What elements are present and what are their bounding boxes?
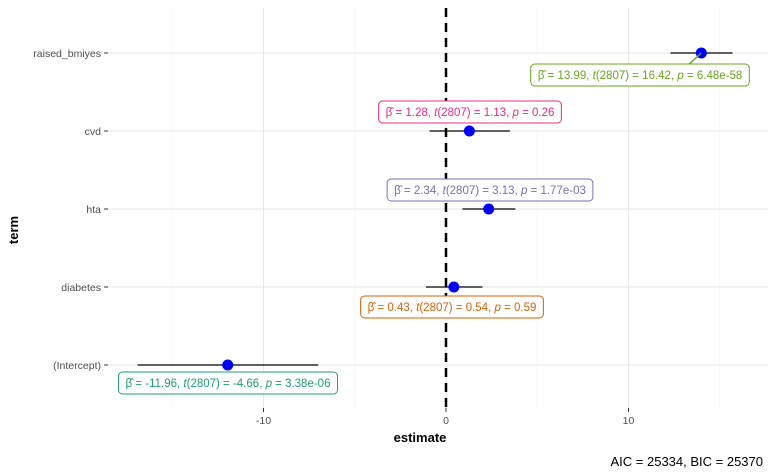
model-fit-caption: AIC = 25334, BIC = 25370 (611, 454, 764, 469)
estimate-label-text: β̂ = 1.28, t(2807) = 1.13, p = 0.26 (386, 107, 555, 119)
estimate-point (483, 203, 495, 215)
estimate-label-text: β̂ = 0.43, t(2807) = 0.54, p = 0.59 (368, 302, 537, 314)
y-tick-label: raised_bmiyes (33, 48, 101, 60)
estimate-label: β̂ = 0.43, t(2807) = 0.54, p = 0.59 (360, 295, 544, 319)
estimate-point (463, 125, 475, 137)
data-marks (137, 47, 733, 371)
x-tick-label: 0 (443, 415, 449, 427)
estimate-label: β̂ = -11.96, t(2807) = -4.66, p = 3.38e-… (118, 371, 338, 395)
estimate-label-box (378, 100, 562, 124)
estimate-point (448, 281, 460, 293)
label-connector (688, 52, 702, 65)
estimate-label: β̂ = 13.99, t(2807) = 16.42, p = 6.48e-5… (530, 63, 750, 87)
x-tick-label: 10 (623, 415, 635, 427)
estimate-label-box (360, 295, 544, 319)
estimate-label: β̂ = 2.34, t(2807) = 3.13, p = 1.77e-03 (386, 178, 594, 202)
estimate-label-box (530, 63, 750, 87)
x-axis-ticks: -10 0 10 (256, 408, 635, 427)
estimate-point (222, 359, 234, 371)
estimate-label-box (118, 371, 338, 395)
x-tick-label: -10 (256, 415, 271, 427)
y-axis-title: term (6, 216, 21, 244)
y-tick-label: (Intercept) (53, 360, 101, 372)
estimate-label: β̂ = 1.28, t(2807) = 1.13, p = 0.26 (378, 100, 562, 124)
x-axis-title: estimate (394, 430, 447, 445)
estimate-labels: β̂ = 13.99, t(2807) = 16.42, p = 6.48e-5… (118, 52, 750, 395)
y-tick-label: cvd (85, 126, 102, 138)
estimate-label-box (386, 178, 594, 202)
estimate-label-text: β̂ = -11.96, t(2807) = -4.66, p = 3.38e-… (126, 378, 331, 390)
y-tick-label: hta (86, 204, 101, 216)
y-tick-label: diabetes (61, 282, 101, 294)
estimate-label-text: β̂ = 13.99, t(2807) = 16.42, p = 6.48e-5… (538, 70, 743, 82)
estimate-label-text: β̂ = 2.34, t(2807) = 3.13, p = 1.77e-03 (394, 185, 586, 197)
